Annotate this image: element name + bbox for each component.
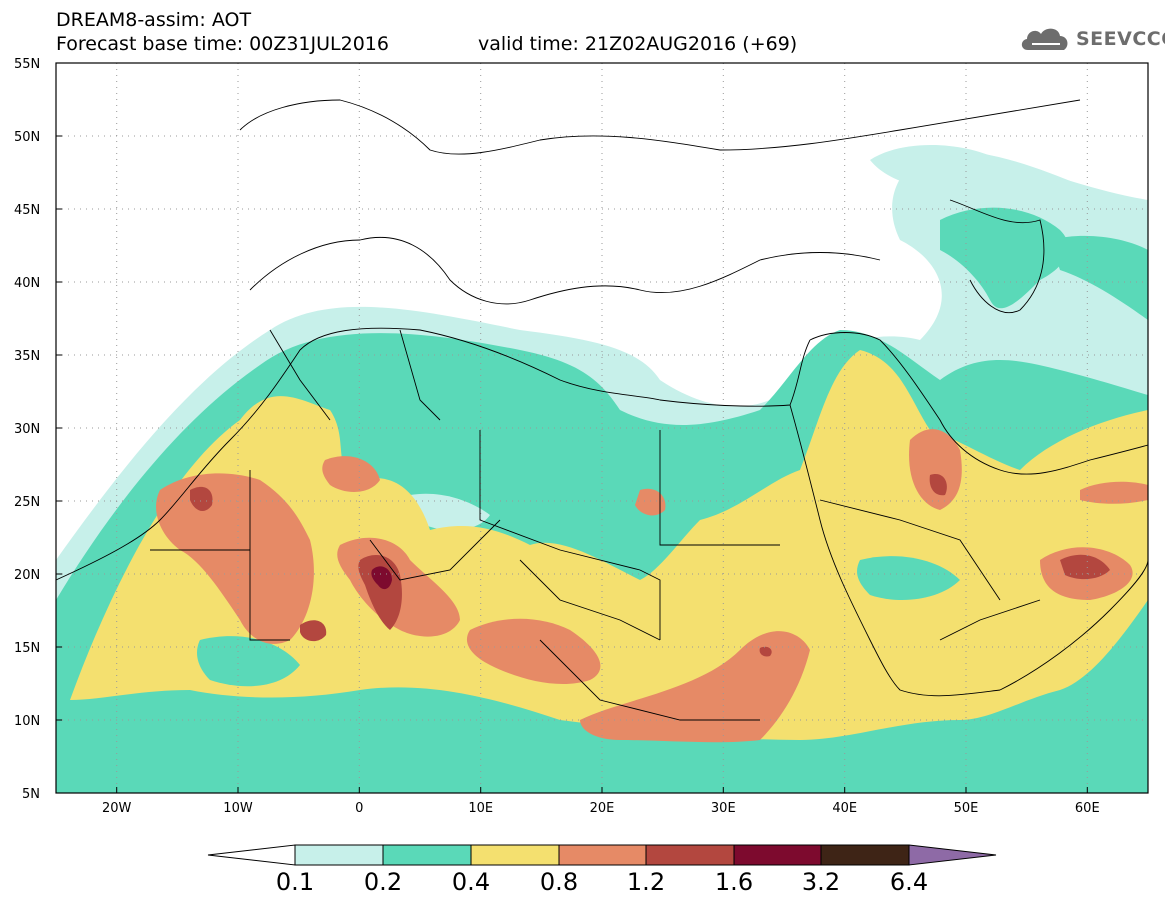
- aot-contour-0.1-ne: [870, 145, 1148, 240]
- aot-clear-patch: [408, 493, 490, 531]
- colorbar-bin-0.1-0.2: [294, 844, 384, 866]
- colorbar-label-0.2: 0.2: [363, 868, 403, 896]
- aot-contour-1.2-b: [358, 555, 402, 630]
- aot-contour-0.2-ne: [940, 207, 1069, 309]
- colorbar-low-arrow: [207, 844, 296, 866]
- colorbar-label-3.2: 3.2: [801, 868, 841, 896]
- colorbar: [207, 844, 997, 866]
- lat-label-30n: 30N: [14, 422, 40, 437]
- aot-contour-1.2-a: [190, 486, 213, 512]
- colorbar-bin-1.2-1.6: [645, 844, 735, 866]
- colorbar-high-arrow: [908, 844, 997, 866]
- aot-contour-1.2-f: [759, 646, 772, 657]
- lon-label-60e: 60E: [1075, 801, 1100, 816]
- aot-contour-0.4: [70, 350, 1148, 740]
- aot-contour-0.4-cut2: [857, 556, 960, 600]
- latitude-axis: 55N 50N 45N 40N 35N 30N 25N 20N 15N 10N …: [14, 57, 62, 802]
- aot-contour-0.8-d: [580, 631, 810, 743]
- lat-label-35n: 35N: [14, 349, 40, 364]
- lon-label-20e: 20E: [590, 801, 615, 816]
- colorbar-label-0.8: 0.8: [539, 868, 579, 896]
- logo-text: SEEVCCC: [1076, 28, 1165, 50]
- longitude-axis: 20W 10W 0 10E 20E 30E 40E 50E 60E: [102, 787, 1100, 816]
- lat-label-40n: 40N: [14, 276, 40, 291]
- aot-contour-1.6: [371, 566, 392, 590]
- product-title: DREAM8-assim: AOT: [56, 9, 252, 31]
- lon-label-30e: 30E: [711, 801, 736, 816]
- lon-label-50e: 50E: [954, 801, 979, 816]
- cloud-icon: [1021, 28, 1068, 50]
- colorbar-label-6.4: 6.4: [889, 868, 929, 896]
- lat-label-50n: 50N: [14, 130, 40, 145]
- aot-contour-0.8-e: [909, 429, 962, 510]
- lat-label-10n: 10N: [14, 714, 40, 729]
- colorbar-bin-0.8-1.2: [558, 844, 647, 866]
- coastlines: [56, 99, 1148, 721]
- colorbar-label-0.4: 0.4: [451, 868, 491, 896]
- base-time: Forecast base time: 00Z31JUL2016: [56, 33, 389, 55]
- lat-label-5n: 5N: [22, 787, 40, 802]
- aot-contour-0.8-i: [1080, 481, 1148, 504]
- colorbar-label-0.1: 0.1: [275, 868, 315, 896]
- lon-label-10e: 10E: [468, 801, 493, 816]
- lon-label-0: 0: [355, 801, 363, 816]
- colorbar-bin-3.2-6.4: [820, 844, 910, 866]
- aot-contour-1.2-c: [300, 620, 327, 642]
- colorbar-label-1.2: 1.2: [626, 868, 666, 896]
- aot-contour-1.2-d: [929, 474, 947, 496]
- colorbar-bin-1.6-3.2: [733, 844, 822, 866]
- lon-label-20w: 20W: [102, 801, 132, 816]
- valid-time: valid time: 21Z02AUG2016 (+69): [478, 33, 798, 55]
- colorbar-bin-0.2-0.4: [382, 844, 472, 866]
- colorbar-bin-0.4-0.8: [470, 844, 560, 866]
- lon-label-10w: 10W: [223, 801, 253, 816]
- aot-contour-0.2-sea: [1050, 235, 1148, 320]
- lat-label-45n: 45N: [14, 203, 40, 218]
- aot-contour-0.8-h: [635, 488, 666, 516]
- aot-contour-0.4-cut: [197, 636, 300, 687]
- colorbar-label-1.6: 1.6: [714, 868, 754, 896]
- aot-contour-0.8-c: [466, 618, 601, 685]
- lat-label-25n: 25N: [14, 495, 40, 510]
- lon-label-40e: 40E: [832, 801, 857, 816]
- aot-contour-0.8-a: [156, 473, 314, 644]
- seevccc-logo: SEEVCCC: [1018, 22, 1165, 56]
- lat-label-20n: 20N: [14, 568, 40, 583]
- aot-contour-0.8-g: [322, 456, 380, 492]
- lat-label-15n: 15N: [14, 641, 40, 656]
- aot-contour-1.2-e: [1060, 554, 1110, 580]
- lat-label-55n: 55N: [14, 57, 40, 72]
